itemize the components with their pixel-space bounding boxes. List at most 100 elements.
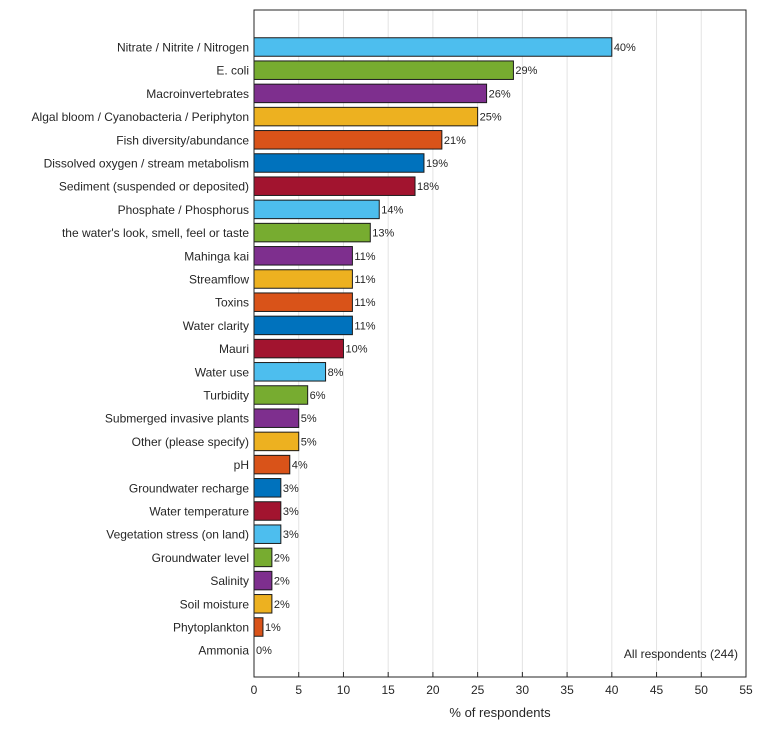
bar bbox=[253, 176, 416, 196]
x-tick-label: 5 bbox=[295, 683, 302, 697]
bar bbox=[253, 338, 344, 359]
plot-frame bbox=[253, 9, 747, 678]
bar bbox=[253, 153, 425, 173]
value-labels: 40% 29% 26% 25% 21% 19% 18% 14% 13% 11% 11% 11% 11% 1… bbox=[256, 42, 636, 657]
category-label: Groundwater recharge bbox=[129, 481, 249, 495]
bar bbox=[253, 315, 353, 336]
x-axis-title: % of respondents bbox=[449, 705, 551, 720]
bar bbox=[253, 594, 273, 614]
value-label: 1% bbox=[265, 622, 281, 634]
category-label: Algal bloom / Cyanobacteria / Periphyton bbox=[32, 110, 249, 124]
category-label: Phosphate / Phosphorus bbox=[118, 203, 249, 217]
category-label: Other (please specify) bbox=[132, 435, 249, 449]
category-label: Water temperature bbox=[149, 505, 249, 519]
bar bbox=[253, 130, 443, 150]
x-tick-label: 50 bbox=[695, 683, 709, 697]
category-label: Sediment (suspended or deposited) bbox=[59, 180, 249, 194]
bar bbox=[253, 269, 353, 289]
value-label: 4% bbox=[292, 460, 308, 472]
value-label: 8% bbox=[328, 367, 344, 379]
bar bbox=[253, 408, 300, 428]
value-label: 2% bbox=[274, 599, 290, 611]
value-label: 2% bbox=[274, 552, 290, 564]
x-tick-label: 10 bbox=[337, 683, 351, 697]
x-tick-label: 30 bbox=[516, 683, 530, 697]
category-label: the water's look, smell, feel or taste bbox=[62, 226, 249, 240]
x-tick-label: 20 bbox=[426, 683, 440, 697]
value-label: 18% bbox=[417, 181, 439, 193]
category-label: Dissolved oxygen / stream metabolism bbox=[44, 157, 249, 171]
value-label: 19% bbox=[426, 158, 448, 170]
bar bbox=[253, 106, 479, 127]
value-label: 5% bbox=[301, 436, 317, 448]
value-label: 6% bbox=[310, 390, 326, 402]
bar bbox=[253, 83, 488, 104]
value-label: 25% bbox=[480, 112, 502, 124]
bar bbox=[253, 199, 380, 220]
value-label: 5% bbox=[301, 413, 317, 425]
bar bbox=[253, 547, 273, 568]
category-label: Phytoplankton bbox=[173, 621, 249, 635]
category-label: Mauri bbox=[219, 342, 249, 356]
x-tick-label: 35 bbox=[560, 683, 574, 697]
bar bbox=[253, 617, 264, 637]
bar bbox=[253, 60, 514, 80]
bar bbox=[253, 362, 327, 382]
bar bbox=[253, 454, 291, 475]
value-label: 29% bbox=[515, 65, 537, 77]
category-label: Streamflow bbox=[189, 273, 249, 287]
x-tick-label: 45 bbox=[650, 683, 664, 697]
bar bbox=[253, 385, 309, 405]
bar bbox=[253, 222, 371, 243]
category-label: Turbidity bbox=[203, 389, 249, 403]
x-tick-label: 55 bbox=[739, 683, 753, 697]
bars-group bbox=[253, 37, 613, 660]
category-label: Water clarity bbox=[183, 319, 249, 333]
value-label: 0% bbox=[256, 645, 272, 657]
x-axis-ticks: 0 5 10 15 20 25 30 35 40 45 50 55 bbox=[251, 672, 753, 697]
category-label: Ammonia bbox=[198, 644, 249, 658]
value-label: 11% bbox=[354, 297, 375, 309]
category-label: Fish diversity/abundance bbox=[116, 133, 249, 147]
bar bbox=[253, 292, 353, 312]
bar bbox=[253, 524, 282, 544]
value-label: 11% bbox=[354, 251, 375, 263]
category-label: Toxins bbox=[215, 296, 249, 310]
x-tick-label: 15 bbox=[382, 683, 396, 697]
category-label: Water use bbox=[195, 365, 250, 379]
value-label: 26% bbox=[489, 88, 511, 100]
category-label: E. coli bbox=[216, 64, 249, 78]
value-label: 3% bbox=[283, 529, 299, 541]
category-label: Groundwater level bbox=[152, 551, 249, 565]
bar bbox=[253, 501, 282, 521]
x-tick-label: 40 bbox=[605, 683, 619, 697]
x-tick-label: 0 bbox=[251, 683, 258, 697]
value-label: 13% bbox=[372, 228, 394, 240]
category-labels: Nitrate / Nitrite / Nitrogen E. coli Macro… bbox=[32, 41, 250, 658]
respondents-annotation: All respondents (244) bbox=[624, 647, 738, 661]
value-label: 3% bbox=[283, 483, 299, 495]
value-label: 10% bbox=[345, 344, 367, 356]
bar bbox=[253, 37, 613, 57]
category-label: Submerged invasive plants bbox=[105, 412, 249, 426]
bar bbox=[253, 478, 282, 498]
value-label: 2% bbox=[274, 576, 290, 588]
category-label: Soil moisture bbox=[180, 597, 250, 611]
category-label: Mahinga kai bbox=[184, 249, 249, 263]
x-tick-label: 25 bbox=[471, 683, 485, 697]
value-label: 14% bbox=[381, 204, 403, 216]
bar bbox=[253, 246, 353, 266]
category-label: pH bbox=[234, 458, 249, 472]
value-label: 21% bbox=[444, 135, 466, 147]
value-label: 40% bbox=[614, 42, 636, 54]
category-label: Salinity bbox=[210, 574, 249, 588]
category-label: Nitrate / Nitrite / Nitrogen bbox=[117, 41, 249, 55]
value-label: 3% bbox=[283, 506, 299, 518]
value-label: 11% bbox=[354, 274, 375, 286]
bar bbox=[253, 570, 273, 591]
category-label: Vegetation stress (on land) bbox=[106, 528, 249, 542]
category-label: Macroinvertebrates bbox=[146, 87, 249, 101]
value-label: 11% bbox=[354, 320, 375, 332]
bar bbox=[253, 431, 300, 452]
